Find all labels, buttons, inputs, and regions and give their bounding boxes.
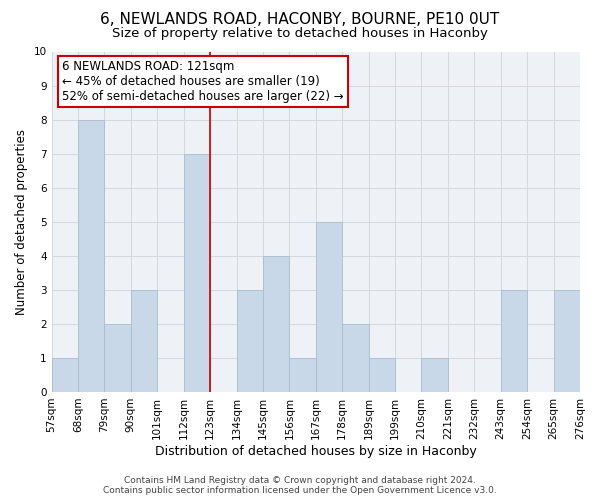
Bar — [554, 290, 580, 392]
Text: 6 NEWLANDS ROAD: 121sqm
← 45% of detached houses are smaller (19)
52% of semi-de: 6 NEWLANDS ROAD: 121sqm ← 45% of detache… — [62, 60, 344, 103]
Bar — [368, 358, 395, 392]
Bar — [104, 324, 131, 392]
Y-axis label: Number of detached properties: Number of detached properties — [15, 128, 28, 314]
X-axis label: Distribution of detached houses by size in Haconby: Distribution of detached houses by size … — [155, 444, 476, 458]
Bar — [421, 358, 448, 392]
Text: 6, NEWLANDS ROAD, HACONBY, BOURNE, PE10 0UT: 6, NEWLANDS ROAD, HACONBY, BOURNE, PE10 … — [100, 12, 500, 28]
Bar — [263, 256, 289, 392]
Text: Contains HM Land Registry data © Crown copyright and database right 2024.
Contai: Contains HM Land Registry data © Crown c… — [103, 476, 497, 495]
Bar — [342, 324, 368, 392]
Text: Size of property relative to detached houses in Haconby: Size of property relative to detached ho… — [112, 28, 488, 40]
Bar — [236, 290, 263, 392]
Bar — [316, 222, 342, 392]
Bar — [184, 154, 210, 392]
Bar — [78, 120, 104, 392]
Bar — [501, 290, 527, 392]
Bar — [289, 358, 316, 392]
Bar — [131, 290, 157, 392]
Bar — [52, 358, 78, 392]
